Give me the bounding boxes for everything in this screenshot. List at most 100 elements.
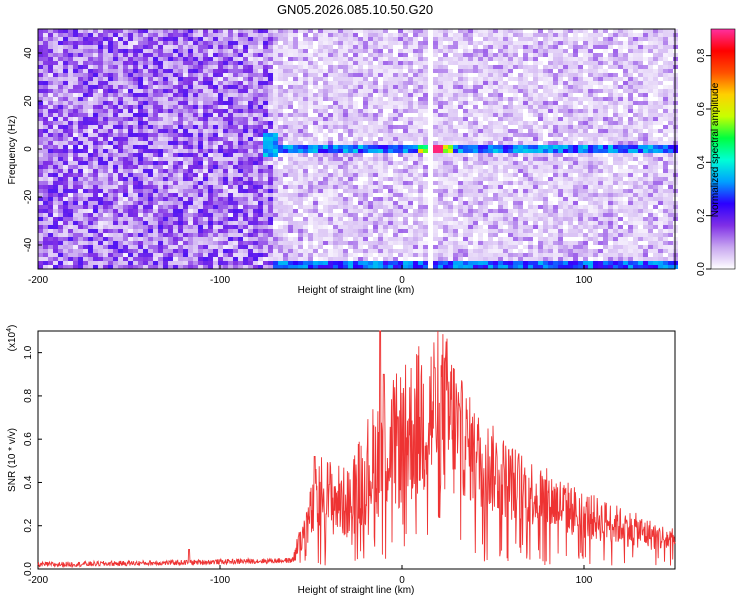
spectrogram-cell [423, 141, 428, 145]
spectrogram-cell [298, 169, 303, 173]
spectrogram-cell [328, 89, 333, 93]
spectrogram-cell [388, 73, 393, 77]
spectrogram-cell [323, 169, 328, 173]
spectrogram-cell [453, 33, 458, 37]
spectrogram-cell [138, 177, 143, 181]
spectrogram-cell [448, 221, 453, 225]
spectrogram-cell [333, 49, 338, 53]
spectrogram-cell [38, 241, 43, 245]
spectrogram-cell [173, 29, 178, 33]
spectrogram-cell [448, 157, 453, 161]
spectrogram-cell [68, 241, 73, 245]
spectrogram-cell [353, 141, 358, 145]
spectrogram-cell [418, 53, 423, 57]
spectrogram-cell [118, 261, 123, 265]
spectrogram-cell [63, 97, 68, 101]
spectrogram-cell [163, 113, 168, 117]
spectrogram-cell [463, 81, 468, 85]
spectrogram-cell [133, 193, 138, 197]
spectrogram-cell [273, 117, 278, 121]
spectrogram-cell [468, 157, 473, 161]
spectrogram-cell [463, 209, 468, 213]
spectrogram-cell [473, 89, 478, 93]
spectrogram-cell [53, 197, 58, 201]
spectrogram-cell [193, 93, 198, 97]
spectrogram-cell [103, 165, 108, 169]
spectrogram-cell [188, 241, 193, 245]
spectrogram-cell [293, 69, 298, 73]
spectrogram-cell [78, 141, 83, 145]
spectrogram-cell [63, 185, 68, 189]
spectrogram-cell [138, 261, 143, 265]
spectrogram-cell [138, 165, 143, 169]
spectrogram-cell [213, 253, 218, 257]
spectrogram-cell [138, 253, 143, 257]
spectrogram-cell [78, 241, 83, 245]
spectrogram-cell [273, 165, 278, 169]
spectrogram-cell [118, 117, 123, 121]
spectrogram-cell [323, 241, 328, 245]
spectrogram-cell [263, 257, 268, 261]
spectrogram-cell [238, 129, 243, 133]
spectrogram-cell [463, 93, 468, 97]
spectrogram-cell [343, 177, 348, 181]
spectrogram-cell [108, 241, 113, 245]
spectrogram-cell [183, 49, 188, 53]
spectrogram-cell [238, 209, 243, 213]
spectrogram-cell [418, 29, 423, 33]
spectrogram-cell [343, 105, 348, 109]
spectrogram-cell [323, 201, 328, 205]
spectrogram-cell [153, 109, 158, 113]
spectrogram-cell [138, 237, 143, 241]
spectrogram-cell [403, 173, 408, 177]
spectrogram-cell [73, 105, 78, 109]
spectrogram-cell [243, 241, 248, 245]
spectrogram-cell [68, 173, 73, 177]
spectrogram-cell [473, 33, 478, 37]
spectrogram-cell [458, 185, 463, 189]
spectrogram-cell [58, 237, 63, 241]
spectrogram-cell [153, 189, 158, 193]
spectrogram-cell [133, 197, 138, 201]
spectrogram-cell [378, 101, 383, 105]
spectrogram-cell [48, 77, 53, 81]
spectrogram-cell [78, 181, 83, 185]
spectrogram-cell [363, 57, 368, 61]
spectrogram-cell [458, 65, 463, 69]
spectrogram-cell [38, 205, 43, 209]
spectrogram-cell [188, 137, 193, 141]
spectrogram-cell [258, 181, 263, 185]
spectrogram-cell [323, 157, 328, 161]
spectrogram-cell [318, 149, 323, 153]
spectrogram-cell [253, 69, 258, 73]
spectrogram-cell [438, 113, 443, 117]
spectrogram-cell [58, 125, 63, 129]
spectrogram-cell [273, 121, 278, 125]
spectrogram-cell [228, 161, 233, 165]
spectrogram-cell [283, 53, 288, 57]
spectrogram-cell [63, 113, 68, 117]
spectrogram-cell [58, 157, 63, 161]
spectrogram-cell [288, 161, 293, 165]
spectrogram-cell [268, 197, 273, 201]
spectrogram-cell [393, 117, 398, 121]
spectrogram-cell [433, 45, 438, 49]
spectrogram-cell [338, 185, 343, 189]
spectrogram-cell [233, 105, 238, 109]
spectrogram-cell [233, 201, 238, 205]
spectrogram-cell [283, 49, 288, 53]
spectrogram-cell [283, 69, 288, 73]
spectrogram-cell [293, 197, 298, 201]
spectrogram-cell [328, 69, 333, 73]
spectrogram-cell [478, 85, 483, 89]
spectrogram-cell [268, 145, 273, 149]
spectrogram-cell [378, 61, 383, 65]
spectrogram-cell [238, 33, 243, 37]
spectrogram-cell [438, 29, 443, 33]
spectrogram-cell [403, 109, 408, 113]
spectrogram-cell [203, 145, 208, 149]
spectrogram-cell [298, 125, 303, 129]
spectrogram-cell [448, 109, 453, 113]
spectrogram-cell [73, 85, 78, 89]
spectrogram-cell [163, 229, 168, 233]
